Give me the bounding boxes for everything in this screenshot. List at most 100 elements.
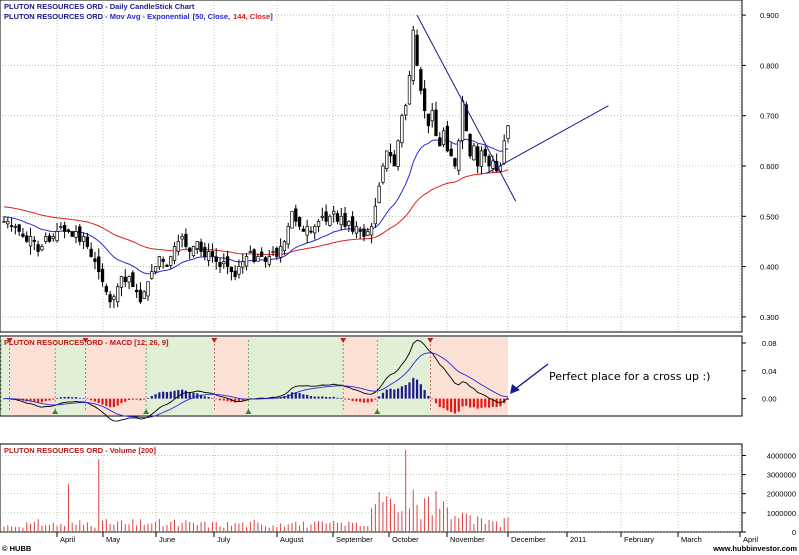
- candle-body: [275, 247, 279, 257]
- candle-body: [438, 137, 442, 147]
- macd-histogram-bar: [158, 392, 161, 399]
- candle-body: [70, 231, 74, 237]
- macd-histogram-bar: [370, 398, 373, 402]
- candle-body: [305, 226, 309, 236]
- macd-histogram-bar: [55, 398, 59, 400]
- candle-body: [6, 220, 10, 225]
- candle-body: [112, 296, 116, 300]
- macd-histogram-bar: [328, 397, 331, 399]
- macd-histogram-bar: [336, 397, 339, 399]
- candle-body: [229, 266, 234, 272]
- macd-histogram-bar: [487, 398, 491, 408]
- macd-histogram-bar: [495, 398, 498, 408]
- macd-histogram-bar: [226, 398, 229, 402]
- candle-body: [434, 109, 438, 137]
- candle-body: [373, 205, 378, 225]
- volume-y-tick-label: 1000000: [767, 509, 796, 518]
- macd-histogram-bar: [461, 398, 464, 407]
- macd-histogram-bar: [162, 391, 165, 399]
- price-y-tick-label: 0.300: [760, 313, 779, 322]
- candle-body: [252, 249, 256, 262]
- candle-body: [32, 239, 36, 242]
- macd-histogram-bar: [313, 396, 316, 399]
- macd-histogram-bar: [317, 396, 320, 399]
- macd-histogram-bar: [120, 398, 123, 404]
- macd-histogram-bar: [306, 394, 309, 399]
- x-tick-label: May: [106, 535, 120, 544]
- volume-panel: [0, 443, 743, 533]
- candle-body: [316, 220, 321, 227]
- macd-histogram-bar: [177, 390, 180, 399]
- macd-y-tick-label: 0.08: [762, 339, 777, 348]
- macd-histogram-bar: [150, 395, 153, 399]
- trend-line: [416, 14, 517, 202]
- macd-histogram-bar: [192, 392, 195, 399]
- macd-histogram-bar: [97, 398, 100, 403]
- macd-histogram-bar: [52, 398, 55, 400]
- macd-signal-line: [4, 352, 509, 419]
- macd-histogram-bar: [184, 390, 187, 399]
- candle-body: [51, 236, 55, 240]
- price-y-tick-label: 0.900: [760, 11, 779, 20]
- candle-body: [222, 261, 226, 265]
- candle-body: [248, 251, 252, 253]
- candle-body: [55, 231, 59, 242]
- candle-body: [97, 256, 101, 272]
- macd-histogram-bar: [400, 386, 403, 399]
- candle-body: [2, 220, 6, 223]
- macd-sell-marker: [6, 338, 13, 343]
- candle-body: [241, 261, 245, 268]
- candle-body: [381, 165, 385, 183]
- macd-histogram-bar: [419, 384, 422, 399]
- candle-body: [354, 226, 359, 234]
- price-y-tick-label: 0.400: [760, 263, 779, 272]
- macd-histogram-bar: [131, 398, 134, 400]
- macd-plot: [2, 339, 510, 422]
- trend-lines: [416, 14, 609, 202]
- candle-body: [457, 140, 461, 171]
- candle-body: [123, 276, 127, 283]
- candle-body: [358, 229, 362, 232]
- macd-histogram-bar: [215, 398, 218, 400]
- price-y-tick-label: 0.800: [760, 61, 779, 70]
- candle-body: [47, 235, 52, 242]
- candle-body: [104, 286, 108, 293]
- candle-body: [36, 244, 40, 252]
- macd-histogram-bar: [393, 389, 396, 399]
- macd-buy-marker: [245, 409, 252, 414]
- candle-body: [411, 29, 415, 81]
- macd-zone: [248, 337, 344, 415]
- macd-histogram-bar: [169, 391, 172, 399]
- candle-body: [161, 258, 165, 262]
- x-tick-label: September: [336, 535, 373, 544]
- macd-histogram-bar: [362, 398, 366, 403]
- macd-histogram-bar: [90, 398, 93, 401]
- macd-histogram-bar: [404, 384, 407, 399]
- candle-body: [119, 276, 124, 288]
- macd-histogram-bar: [412, 377, 415, 399]
- annotation-text: Perfect place for a cross up :): [549, 370, 710, 383]
- macd-histogram-bar: [294, 392, 297, 399]
- macd-histogram-bar: [173, 390, 176, 399]
- macd-sell-marker: [427, 338, 434, 343]
- macd-histogram-bar: [476, 398, 479, 409]
- candle-body: [188, 247, 192, 252]
- ma144-path: [3, 169, 509, 256]
- macd-histogram-bar: [199, 394, 203, 399]
- candle-body: [210, 251, 215, 257]
- macd-histogram-bar: [105, 398, 108, 406]
- candle-body: [256, 256, 260, 262]
- macd-histogram-bar: [484, 398, 487, 408]
- macd-histogram-bar: [203, 396, 206, 399]
- macd-histogram-bar: [241, 398, 244, 401]
- price-y-tick-label: 0.600: [760, 162, 779, 171]
- candle-body: [62, 224, 67, 232]
- macd-histogram-bar: [222, 398, 225, 401]
- candle-body: [78, 226, 82, 242]
- candle-body: [297, 216, 302, 227]
- candle-body: [441, 130, 446, 145]
- macd-histogram-bar: [93, 398, 97, 402]
- macd-histogram-bar: [427, 395, 430, 399]
- candle-body: [184, 233, 188, 247]
- price-header-line2: PLUTON RESOURCES ORD - Mov Avg - Exponen…: [4, 12, 273, 21]
